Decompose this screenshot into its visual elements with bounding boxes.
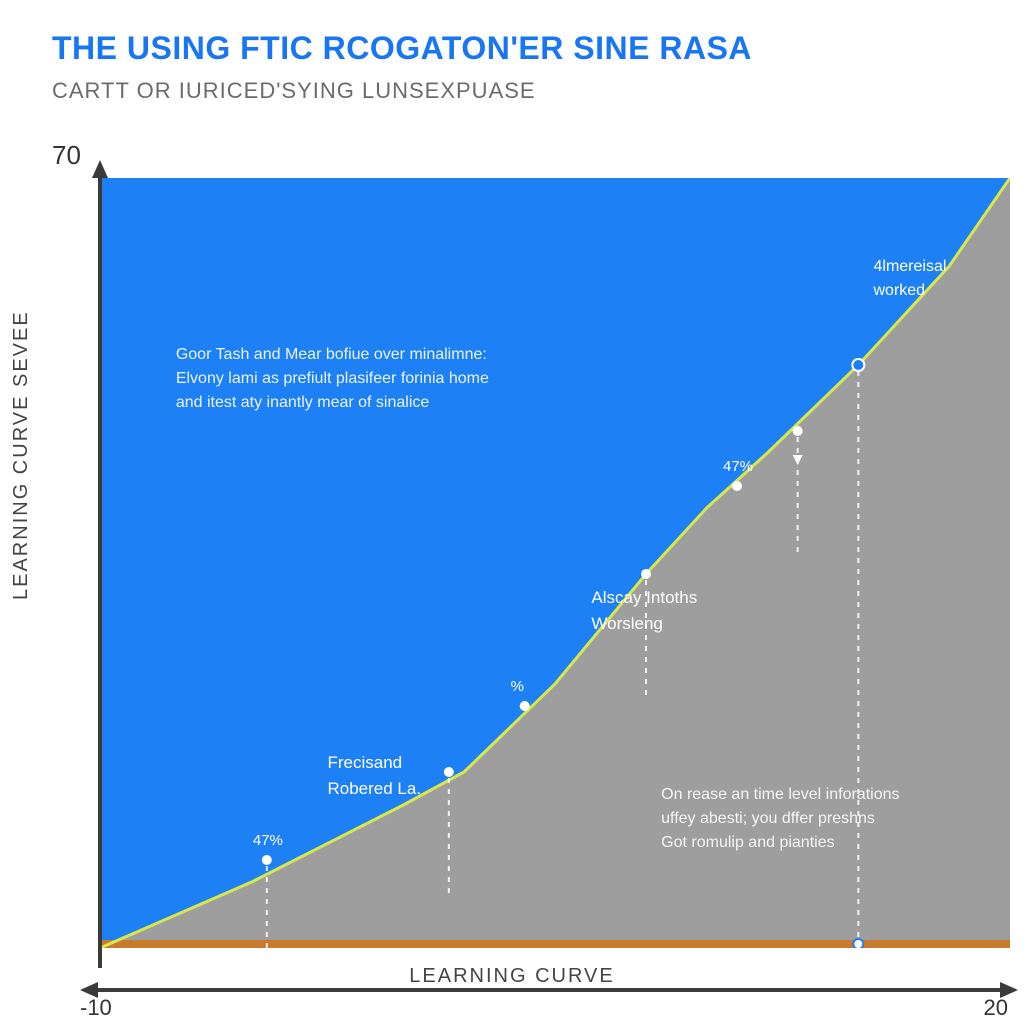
- chart-title: THE USING FTIC RCOGATON'ER SINE RASA: [52, 30, 752, 67]
- marker-label: 47%: [723, 458, 753, 475]
- y-tick-max: 70: [52, 140, 81, 171]
- annotation-mid: Alscay IntothsWorsleng: [591, 585, 697, 636]
- y-axis-arrow-icon: [88, 160, 112, 972]
- marker-label: %: [511, 678, 524, 695]
- y-axis-label: LEARNING CURVE SEVEE: [10, 310, 33, 600]
- chart-subtitle: CARTT OR IURICED'SYING LUNSEXPUASE: [52, 78, 536, 104]
- annotation-paragraph-gray: On rease an time level inforationsuffey …: [661, 783, 899, 855]
- chart-page: THE USING FTIC RCOGATON'ER SINE RASA CAR…: [0, 0, 1024, 1024]
- marker-label: 47%: [253, 832, 283, 849]
- annotation-paragraph-blue: Goor Tash and Mear bofiue over minalimne…: [176, 343, 489, 415]
- annotation-left: FrecisandRobered La.: [328, 750, 422, 801]
- annotation-top-right: 4lmereisalworked: [874, 255, 947, 303]
- x-axis-arrow-icon: [80, 978, 1018, 1002]
